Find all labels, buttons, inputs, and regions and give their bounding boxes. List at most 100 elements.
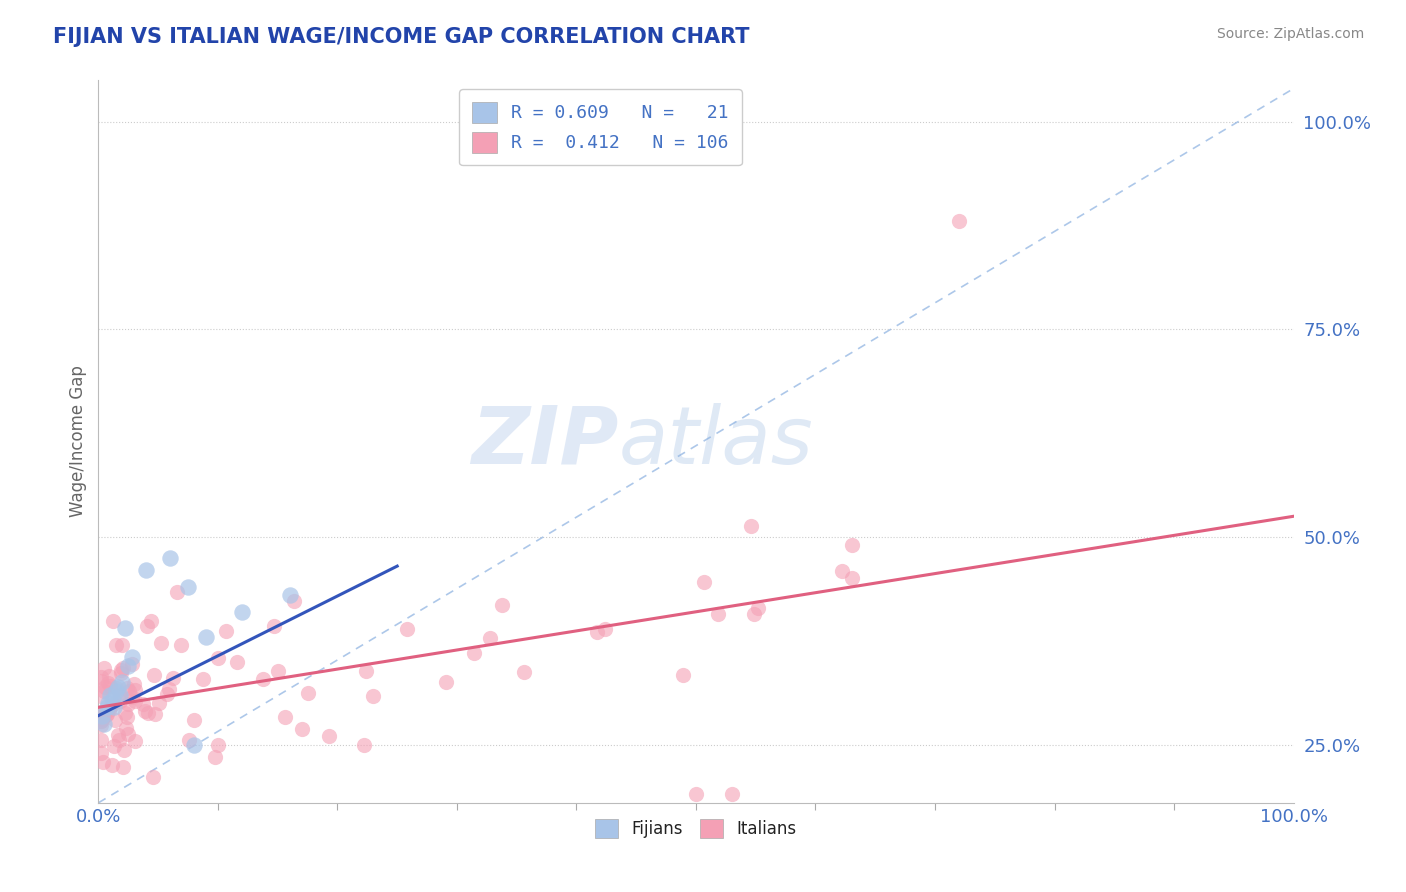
Point (94, 680, 117, 694)
Point (142, 770, 165, 784)
Point (177, 580, 200, 594)
Point (207, 739, 229, 753)
Point (103, 614, 125, 628)
Point (948, 214, 970, 228)
Point (231, 605, 253, 619)
Point (195, 630, 218, 644)
Point (90, 673, 112, 688)
Point (96, 707, 118, 722)
Point (740, 518, 762, 533)
Point (103, 739, 125, 753)
Point (177, 732, 200, 747)
Point (156, 687, 179, 701)
Point (124, 683, 146, 698)
Point (115, 681, 138, 696)
Point (215, 624, 238, 639)
Point (121, 657, 143, 672)
Point (90, 714, 112, 728)
Point (117, 658, 139, 673)
Point (94, 707, 117, 722)
Point (685, 788, 707, 802)
Point (593, 622, 616, 636)
Point (110, 663, 132, 677)
Point (104, 714, 127, 728)
Point (107, 728, 129, 742)
Point (108, 689, 131, 703)
Point (318, 729, 340, 743)
Point (585, 625, 607, 640)
Point (162, 671, 184, 685)
Point (278, 588, 301, 602)
Point (831, 565, 853, 579)
Point (108, 688, 131, 702)
Point (110, 666, 132, 681)
Point (742, 607, 765, 622)
Point (112, 661, 135, 675)
Point (90, 732, 112, 747)
Point (103, 700, 125, 714)
Point (148, 696, 170, 710)
Point (90, 746, 112, 760)
Point (114, 706, 136, 721)
Point (841, 538, 863, 552)
Point (121, 690, 143, 704)
Point (166, 585, 188, 599)
Point (283, 594, 305, 608)
Point (117, 697, 139, 711)
Point (118, 683, 141, 698)
Point (108, 732, 131, 747)
Text: atlas: atlas (619, 402, 813, 481)
Text: ZIP: ZIP (471, 402, 619, 481)
Legend: Fijians, Italians: Fijians, Italians (589, 813, 803, 845)
Point (693, 574, 716, 589)
Point (274, 709, 297, 723)
Point (111, 638, 134, 652)
Point (101, 758, 124, 772)
Point (108, 693, 131, 707)
Point (143, 706, 166, 721)
Point (354, 664, 377, 678)
Point (291, 723, 314, 737)
Point (353, 738, 375, 752)
Point (361, 689, 384, 703)
Point (124, 694, 146, 708)
Point (90, 714, 112, 729)
Point (101, 697, 124, 711)
Point (226, 655, 249, 669)
Point (105, 683, 128, 698)
Point (157, 681, 180, 696)
Point (91, 755, 114, 769)
Point (170, 638, 193, 652)
Point (111, 675, 134, 690)
Text: FIJIAN VS ITALIAN WAGE/INCOME GAP CORRELATION CHART: FIJIAN VS ITALIAN WAGE/INCOME GAP CORREL… (53, 27, 749, 46)
Point (114, 621, 136, 635)
Point (90, 670, 112, 684)
Point (136, 619, 159, 633)
Point (136, 706, 159, 721)
Point (134, 704, 156, 718)
Point (97, 696, 120, 710)
Point (112, 759, 135, 773)
Point (183, 713, 205, 727)
Point (149, 635, 172, 649)
Point (90, 718, 112, 732)
Point (191, 672, 214, 686)
Point (91, 708, 114, 723)
Point (98, 679, 121, 693)
Point (747, 601, 769, 615)
Point (98, 704, 121, 718)
Point (93, 684, 115, 698)
Point (107, 680, 129, 694)
Point (117, 727, 139, 741)
Point (207, 651, 229, 665)
Point (463, 646, 485, 660)
Point (707, 607, 730, 621)
Point (252, 672, 274, 686)
Point (721, 788, 744, 802)
Point (267, 664, 290, 678)
Point (479, 631, 502, 645)
Point (131, 697, 153, 711)
Point (97, 669, 120, 683)
Point (104, 638, 127, 652)
Y-axis label: Wage/Income Gap: Wage/Income Gap (69, 366, 87, 517)
